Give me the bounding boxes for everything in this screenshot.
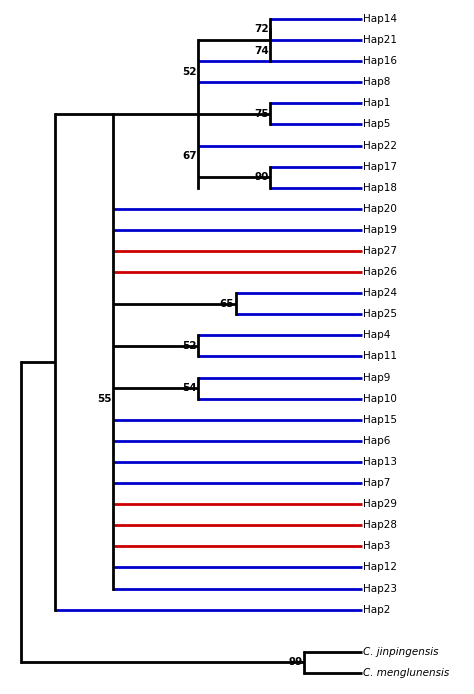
Text: Hap7: Hap7 <box>364 478 391 488</box>
Text: 54: 54 <box>182 383 197 393</box>
Text: Hap17: Hap17 <box>364 162 397 171</box>
Text: Hap22: Hap22 <box>364 140 397 151</box>
Text: C. menglunensis: C. menglunensis <box>364 668 450 678</box>
Text: Hap11: Hap11 <box>364 351 397 362</box>
Text: Hap1: Hap1 <box>364 99 391 108</box>
Text: Hap10: Hap10 <box>364 393 397 404</box>
Text: Hap13: Hap13 <box>364 457 397 467</box>
Text: Hap27: Hap27 <box>364 246 397 256</box>
Text: 74: 74 <box>255 46 269 56</box>
Text: 72: 72 <box>255 24 269 35</box>
Text: 67: 67 <box>182 151 197 161</box>
Text: Hap5: Hap5 <box>364 119 391 129</box>
Text: Hap23: Hap23 <box>364 584 397 593</box>
Text: Hap19: Hap19 <box>364 225 397 235</box>
Text: 52: 52 <box>182 341 197 351</box>
Text: Hap12: Hap12 <box>364 562 397 573</box>
Text: Hap29: Hap29 <box>364 499 397 509</box>
Text: Hap21: Hap21 <box>364 35 397 45</box>
Text: Hap9: Hap9 <box>364 373 391 382</box>
Text: Hap14: Hap14 <box>364 14 397 24</box>
Text: Hap26: Hap26 <box>364 267 397 277</box>
Text: C. jinpingensis: C. jinpingensis <box>364 647 439 657</box>
Text: Hap6: Hap6 <box>364 436 391 446</box>
Text: Hap4: Hap4 <box>364 330 391 340</box>
Text: Hap28: Hap28 <box>364 520 397 530</box>
Text: 52: 52 <box>182 67 197 76</box>
Text: Hap16: Hap16 <box>364 56 397 66</box>
Text: 90: 90 <box>255 172 269 182</box>
Text: 65: 65 <box>219 298 234 309</box>
Text: Hap15: Hap15 <box>364 415 397 425</box>
Text: Hap2: Hap2 <box>364 604 391 615</box>
Text: Hap25: Hap25 <box>364 310 397 319</box>
Text: 55: 55 <box>97 393 111 404</box>
Text: Hap20: Hap20 <box>364 204 397 214</box>
Text: Hap24: Hap24 <box>364 288 397 298</box>
Text: 99: 99 <box>289 657 303 668</box>
Text: 75: 75 <box>255 109 269 119</box>
Text: Hap3: Hap3 <box>364 541 391 551</box>
Text: Hap18: Hap18 <box>364 183 397 193</box>
Text: Hap8: Hap8 <box>364 77 391 87</box>
